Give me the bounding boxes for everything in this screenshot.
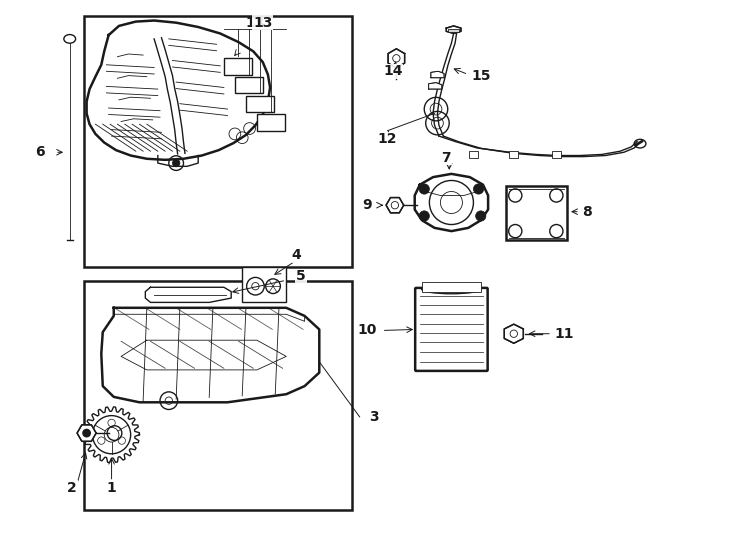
Polygon shape [77, 425, 96, 441]
Polygon shape [415, 174, 488, 231]
Polygon shape [145, 287, 231, 302]
Bar [469, 151, 478, 158]
Bar [84, 16, 352, 267]
Text: 9: 9 [362, 198, 372, 212]
Polygon shape [446, 26, 461, 33]
Text: 5: 5 [296, 269, 306, 284]
Circle shape [476, 211, 486, 221]
Polygon shape [504, 324, 523, 343]
Text: 4: 4 [291, 248, 302, 262]
Bar [235, 77, 263, 93]
Text: 6: 6 [35, 145, 46, 159]
Text: 10: 10 [357, 323, 377, 338]
Polygon shape [635, 140, 643, 146]
Text: 13: 13 [253, 16, 272, 30]
Bar [422, 282, 481, 292]
Polygon shape [388, 49, 404, 68]
Bar [246, 96, 274, 112]
Text: 13: 13 [246, 16, 265, 30]
Polygon shape [431, 71, 444, 78]
Bar [257, 114, 285, 131]
Text: 2: 2 [67, 481, 77, 495]
Text: 1: 1 [106, 481, 117, 495]
Polygon shape [429, 83, 442, 89]
Bar [506, 186, 567, 240]
Circle shape [473, 184, 484, 194]
FancyBboxPatch shape [415, 288, 487, 371]
Polygon shape [386, 198, 404, 213]
Circle shape [82, 429, 91, 437]
Text: 15: 15 [471, 69, 490, 83]
Text: 8: 8 [582, 205, 592, 219]
Circle shape [419, 211, 429, 221]
Text: 3: 3 [369, 410, 379, 424]
Bar [224, 58, 252, 75]
Bar [84, 281, 352, 510]
Text: 7: 7 [441, 151, 451, 165]
Text: 14: 14 [383, 64, 402, 78]
Circle shape [172, 159, 180, 167]
Bar [509, 151, 518, 158]
Polygon shape [87, 21, 270, 160]
Circle shape [419, 184, 429, 194]
Bar [242, 267, 286, 302]
Text: 12: 12 [378, 132, 397, 146]
Bar [448, 29, 459, 32]
Bar [552, 151, 561, 158]
Polygon shape [101, 308, 319, 402]
Text: 11: 11 [554, 327, 573, 341]
